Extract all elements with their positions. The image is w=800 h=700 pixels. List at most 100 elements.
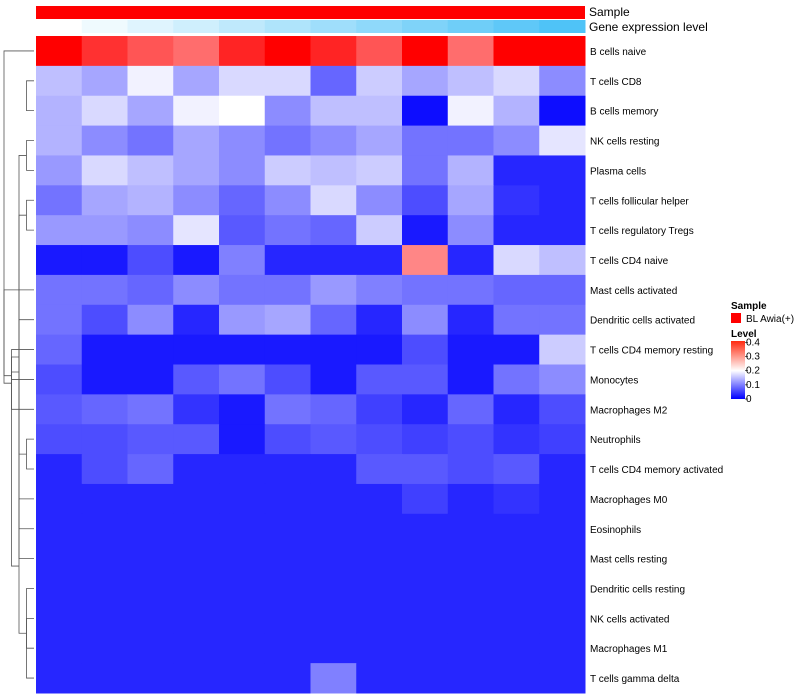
expression-annotation-cell <box>447 20 494 33</box>
heatmap-cell <box>219 125 266 156</box>
heatmap-cell <box>356 633 403 664</box>
heatmap-cell <box>173 603 220 634</box>
dendrogram-branch <box>3 50 34 377</box>
heatmap-cell <box>356 573 403 604</box>
heatmap-cell <box>493 95 540 127</box>
heatmap-cell <box>264 483 311 515</box>
heatmap-cell <box>36 125 83 156</box>
row-label: Dendritic cells resting <box>590 584 685 595</box>
heatmap-cell <box>493 483 540 515</box>
row-dendrogram <box>3 50 34 679</box>
heatmap-cell <box>310 274 357 306</box>
heatmap-cell <box>36 334 83 365</box>
row-label: B cells memory <box>590 107 658 118</box>
heatmap-cell <box>447 543 494 575</box>
heatmap-cell <box>173 364 220 395</box>
dendrogram-branch <box>26 199 34 231</box>
heatmap-cell <box>36 663 83 694</box>
heatmap-cell <box>447 633 494 664</box>
heatmap-cell <box>81 573 128 604</box>
heatmap-cell <box>264 95 311 127</box>
heatmap-cell <box>264 334 311 365</box>
heatmap-cell <box>447 483 494 515</box>
heatmap-cell <box>356 663 403 694</box>
heatmap-cell <box>127 543 174 575</box>
heatmap-cell <box>539 334 586 365</box>
heatmap-cell <box>402 185 449 216</box>
heatmap-cell <box>36 245 83 276</box>
heatmap-cell <box>310 364 357 395</box>
heatmap-cell <box>310 513 357 545</box>
heatmap-cell <box>264 633 311 664</box>
heatmap-cell <box>402 65 449 97</box>
heatmap-cell <box>219 334 266 365</box>
heatmap-cell <box>402 394 449 425</box>
heatmap-cell <box>173 36 220 67</box>
heatmap-cell <box>127 304 174 336</box>
heatmap-cell <box>81 603 128 634</box>
row-label: Macrophages M0 <box>590 495 668 506</box>
heatmap-cell <box>402 364 449 395</box>
heatmap-cell <box>493 274 540 306</box>
heatmap-cell <box>539 65 586 97</box>
heatmap-cell <box>81 513 128 545</box>
heatmap-cell <box>81 543 128 575</box>
dendrogram-branch <box>18 319 34 455</box>
row-label: T cells follicular helper <box>590 196 689 207</box>
legend-level-title: Level <box>731 329 757 340</box>
heatmap-cell <box>219 304 266 336</box>
heatmap-cell <box>539 543 586 575</box>
expression-annotation-cell <box>127 20 174 33</box>
heatmap-cell <box>127 483 174 515</box>
heatmap-cell <box>36 185 83 216</box>
heatmap-cell <box>127 95 174 127</box>
heatmap-cell <box>127 454 174 485</box>
heatmap-cell <box>493 454 540 485</box>
legend-tick-label: 0.3 <box>746 352 760 363</box>
heatmap-cell <box>493 543 540 575</box>
heatmap-cell <box>127 364 174 395</box>
heatmap-cell <box>447 513 494 545</box>
heatmap-cell <box>356 364 403 395</box>
heatmap-cell <box>539 304 586 336</box>
heatmap-cell <box>264 185 311 216</box>
heatmap-cell <box>310 334 357 365</box>
heatmap-cell <box>447 274 494 306</box>
heatmap-cell <box>173 304 220 336</box>
heatmap-cell <box>264 603 311 634</box>
heatmap-cell <box>356 155 403 186</box>
heatmap-cell <box>493 215 540 246</box>
row-label: T cells CD8 <box>590 77 642 88</box>
heatmap-cell <box>36 155 83 186</box>
heatmap-cell <box>36 633 83 664</box>
heatmap-cell <box>310 155 357 186</box>
heatmap-cell <box>81 274 128 306</box>
heatmap-cell <box>447 36 494 67</box>
expression-annotation-cell <box>264 20 311 33</box>
row-label: NK cells resting <box>590 137 659 148</box>
heatmap-cell <box>310 424 357 455</box>
dendrogram-branch <box>18 214 34 530</box>
heatmap-cell <box>310 245 357 276</box>
heatmap-cell <box>447 334 494 365</box>
heatmap-cell <box>127 633 174 664</box>
heatmap-cell <box>539 36 586 67</box>
heatmap-cell <box>219 36 266 67</box>
heatmap-cell <box>539 513 586 545</box>
heatmap-cell <box>493 603 540 634</box>
heatmap-cell <box>127 155 174 186</box>
heatmap-cell <box>356 304 403 336</box>
heatmap-cell <box>310 483 357 515</box>
heatmap-cell <box>447 215 494 246</box>
heatmap-cell <box>264 304 311 336</box>
legend-sample-title: Sample <box>731 301 767 312</box>
row-label: T cells CD4 naive <box>590 256 669 267</box>
heatmap-cell <box>402 125 449 156</box>
heatmap-cell <box>447 663 494 694</box>
row-label: Eosinophils <box>590 525 641 536</box>
heatmap-cell <box>219 95 266 127</box>
heatmap-cell <box>36 573 83 604</box>
heatmap-cell <box>539 274 586 306</box>
row-label: Plasma cells <box>590 166 646 177</box>
heatmap-cell <box>539 573 586 604</box>
